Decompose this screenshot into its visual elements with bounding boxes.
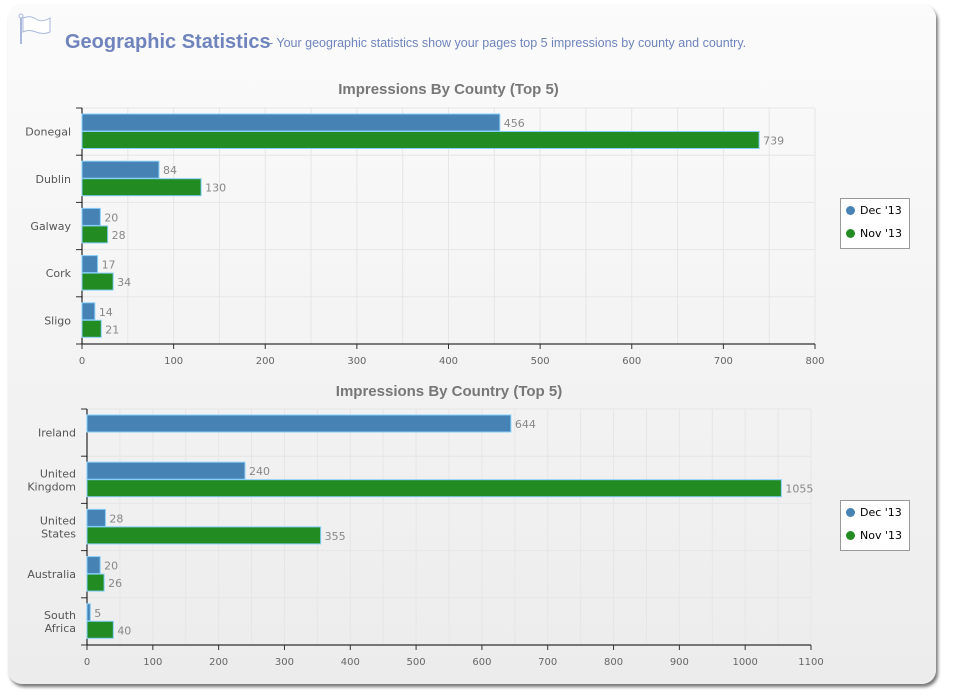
category-label: United (40, 467, 76, 480)
bar-dec (86, 603, 91, 622)
category-label: Africa (45, 622, 76, 635)
bar-nov (81, 178, 202, 197)
page-subtitle: - Your geographic statistics show your p… (269, 36, 747, 50)
x-tick-label: 400 (439, 356, 458, 367)
x-tick-label: 100 (164, 356, 183, 367)
data-label: 5 (94, 607, 101, 620)
bar-nov (86, 620, 114, 639)
data-label: 1055 (785, 483, 813, 496)
country-legend[interactable]: Dec '13 Nov '13 (840, 500, 910, 551)
x-tick-label: 600 (622, 356, 641, 367)
x-tick-label: 300 (275, 657, 294, 668)
page-title: Geographic Statistics (65, 31, 271, 53)
bar-nov (86, 573, 105, 592)
x-tick-label: 800 (604, 657, 623, 668)
x-tick-label: 900 (670, 657, 689, 668)
category-label: States (41, 528, 76, 541)
legend-item-nov[interactable]: Nov '13 (841, 222, 909, 245)
category-label: Ireland (38, 427, 76, 440)
bar-dec (86, 508, 106, 527)
chart-title: Impressions By Country (Top 5) (336, 383, 562, 400)
data-label: 34 (117, 276, 131, 289)
nov-dot-icon (846, 229, 855, 238)
bar-dec (86, 556, 101, 575)
data-label: 40 (117, 624, 131, 637)
category-label: Cork (46, 267, 72, 280)
category-label: Sligo (44, 314, 71, 327)
legend-item-nov[interactable]: Nov '13 (841, 524, 909, 547)
bar-nov (81, 272, 114, 291)
x-tick-label: 0 (84, 657, 90, 668)
x-tick-label: 500 (531, 356, 550, 367)
x-tick-label: 100 (143, 657, 162, 668)
x-tick-label: 200 (256, 356, 275, 367)
legend-item-dec[interactable]: Dec '13 (841, 501, 909, 524)
bar-nov (81, 319, 102, 338)
x-tick-label: 800 (805, 356, 824, 367)
data-label: 84 (163, 164, 177, 177)
data-label: 26 (108, 577, 122, 590)
category-label: South (44, 609, 76, 622)
category-label: Dublin (35, 173, 71, 186)
data-label: 20 (104, 211, 118, 224)
data-label: 739 (763, 135, 784, 148)
x-tick-label: 500 (407, 657, 426, 668)
bar-nov (81, 131, 760, 149)
category-label: Donegal (25, 126, 71, 139)
county-legend[interactable]: Dec '13 Nov '13 (840, 198, 910, 249)
x-tick-label: 1000 (732, 657, 757, 668)
bar-dec (86, 461, 246, 480)
category-label: Kingdom (27, 480, 76, 493)
x-tick-label: 1100 (798, 657, 823, 668)
x-tick-label: 300 (347, 356, 366, 367)
data-label: 28 (112, 229, 126, 242)
x-tick-label: 700 (714, 356, 733, 367)
data-label: 14 (99, 306, 113, 319)
data-label: 20 (104, 560, 118, 573)
flag-icon (18, 13, 51, 44)
data-label: 355 (325, 530, 346, 543)
x-tick-label: 200 (209, 657, 228, 668)
category-label: United (40, 515, 76, 528)
data-label: 456 (504, 117, 525, 130)
x-tick-label: 700 (538, 657, 557, 668)
nov-dot-icon (846, 531, 855, 540)
category-label: Australia (27, 568, 76, 581)
data-label: 17 (102, 259, 116, 272)
x-tick-label: 600 (472, 657, 491, 668)
x-tick-label: 400 (341, 657, 360, 668)
x-tick-label: 0 (79, 356, 85, 367)
legend-label: Nov '13 (860, 529, 902, 542)
legend-item-dec[interactable]: Dec '13 (841, 199, 909, 222)
data-label: 28 (109, 512, 123, 525)
bar-nov (86, 479, 782, 498)
bar-nov (81, 225, 109, 244)
bar-nov (86, 526, 322, 545)
category-label: Galway (30, 220, 71, 233)
dec-dot-icon (846, 508, 855, 517)
chart-title: Impressions By County (Top 5) (338, 81, 559, 98)
legend-label: Dec '13 (860, 506, 902, 519)
legend-label: Dec '13 (860, 204, 902, 217)
data-label: 240 (249, 465, 270, 478)
bar-dec (86, 414, 512, 433)
data-label: 130 (205, 182, 226, 195)
legend-label: Nov '13 (860, 227, 902, 240)
data-label: 644 (515, 418, 536, 431)
data-label: 21 (105, 323, 119, 336)
dec-dot-icon (846, 206, 855, 215)
